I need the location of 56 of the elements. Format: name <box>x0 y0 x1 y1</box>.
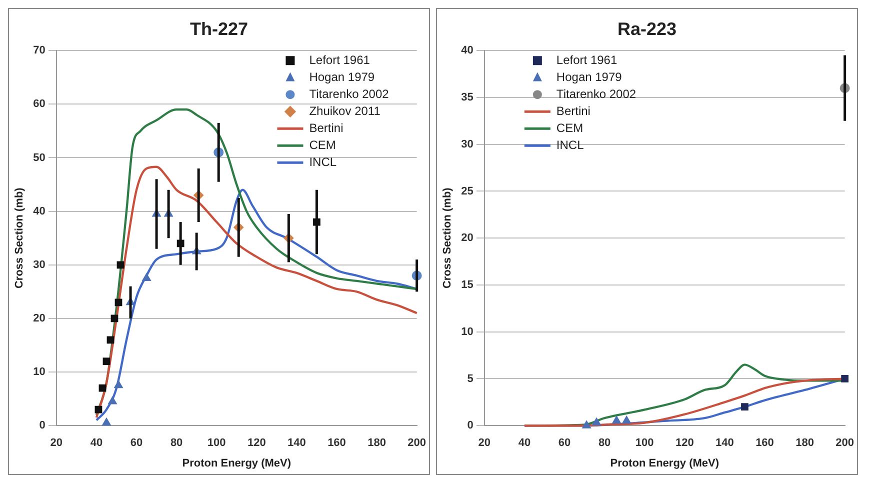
chart-title: Th-227 <box>190 18 248 39</box>
legend-label: Bertini <box>309 120 344 135</box>
legend-label: Titarenko 2002 <box>556 86 636 101</box>
x-tick-label: 100 <box>207 437 226 450</box>
x-tick-label: 100 <box>635 437 654 450</box>
legend-label: Bertini <box>556 104 590 118</box>
y-tick-label: 20 <box>33 312 46 324</box>
y-tick-label: 40 <box>33 205 46 218</box>
y-tick-label: 50 <box>33 152 46 164</box>
y-tick-label: 40 <box>461 44 474 57</box>
x-tick-label: 180 <box>796 437 814 450</box>
y-tick-label: 15 <box>461 279 474 292</box>
x-tick-label: 200 <box>408 437 426 450</box>
y-tick-label: 25 <box>461 185 474 198</box>
x-tick-label: 20 <box>50 437 63 450</box>
y-tick-label: 10 <box>461 326 474 338</box>
chart-title: Ra-223 <box>617 18 677 39</box>
y-tick-label: 30 <box>33 258 46 271</box>
x-tick-label: 140 <box>288 437 306 450</box>
x-tick-label: 120 <box>247 437 266 450</box>
x-tick-label: 160 <box>756 437 774 450</box>
y-tick-label: 20 <box>461 232 474 244</box>
legend-label: Titarenko 2002 <box>309 86 390 101</box>
x-tick-label: 180 <box>368 437 386 450</box>
legend-label: Hogan 1979 <box>556 70 622 84</box>
legend-label: Zhuikov 2011 <box>309 104 381 118</box>
legend-label: INCL <box>556 138 584 152</box>
legend-label: Lefort 1961 <box>309 52 370 67</box>
x-tick-label: 60 <box>130 437 143 450</box>
x-tick-label: 20 <box>478 437 491 450</box>
x-axis-title: Proton Energy (MeV) <box>610 457 720 470</box>
x-tick-label: 200 <box>836 437 854 450</box>
x-tick-label: 80 <box>598 437 611 450</box>
y-tick-label: 0 <box>467 420 474 432</box>
y-tick-label: 30 <box>461 138 474 150</box>
x-tick-label: 40 <box>518 437 531 450</box>
legend-label: CEM <box>556 120 584 135</box>
x-tick-label: 140 <box>716 437 734 450</box>
legend-label: Hogan 1979 <box>309 70 375 84</box>
legend-label: Lefort 1961 <box>556 52 618 67</box>
y-tick-label: 70 <box>33 44 46 57</box>
x-tick-label: 160 <box>328 437 346 450</box>
y-axis-title: Cross Section (mb) <box>14 187 26 289</box>
y-tick-label: 60 <box>33 98 46 110</box>
y-tick-label: 5 <box>467 372 474 385</box>
x-tick-label: 80 <box>170 437 183 450</box>
y-tick-label: 10 <box>33 366 46 378</box>
x-tick-label: 60 <box>558 437 571 450</box>
x-tick-label: 40 <box>90 437 103 450</box>
y-axis-title: Cross Section (mb) <box>442 187 454 289</box>
legend-label: INCL <box>309 154 337 169</box>
y-tick-label: 35 <box>461 92 474 104</box>
x-axis-title: Proton Energy (MeV) <box>182 457 292 470</box>
x-tick-label: 120 <box>675 437 694 450</box>
legend-label: CEM <box>309 138 336 152</box>
y-tick-label: 0 <box>39 420 46 432</box>
